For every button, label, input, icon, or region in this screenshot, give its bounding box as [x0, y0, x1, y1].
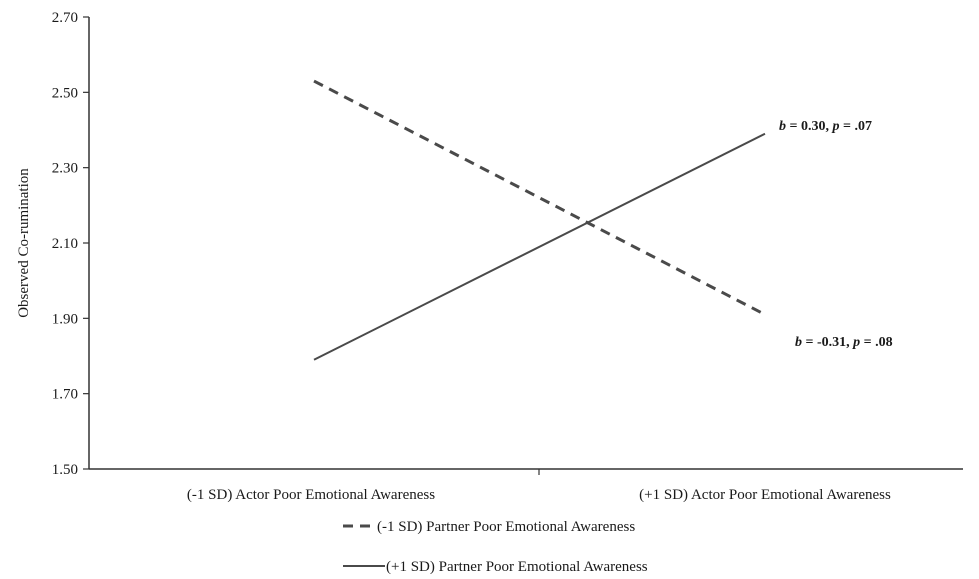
y-ticks: 1.50 1.70 1.90 2.10 2.30 2.50 2.70 [52, 10, 89, 478]
series-line-minus-sd-partner [313, 79, 766, 316]
x-category-label: (+1 SD) Actor Poor Emotional Awareness [639, 487, 891, 503]
series-line-plus-sd-partner [313, 132, 766, 361]
y-tick-label: 2.70 [52, 10, 78, 26]
slope-annotation: b = -0.31, p = .08 [795, 335, 893, 350]
legend-label-minus-sd: (-1 SD) Partner Poor Emotional Awareness [377, 519, 635, 535]
y-tick-label: 1.50 [52, 462, 78, 478]
x-category-label: (-1 SD) Actor Poor Emotional Awareness [187, 487, 435, 503]
slope-annotation: b = 0.30, p = .07 [779, 119, 872, 134]
y-tick-label: 2.10 [52, 236, 78, 252]
x-ticks: (-1 SD) Actor Poor Emotional Awareness (+… [187, 469, 891, 503]
legend-label-plus-sd: (+1 SD) Partner Poor Emotional Awareness [386, 559, 648, 575]
y-tick-label: 2.30 [52, 161, 78, 177]
y-tick-label: 2.50 [52, 85, 78, 101]
annotations: b = -0.31, p = .08 b = 0.30, p = .07 [779, 119, 893, 350]
y-tick-label: 1.90 [52, 311, 78, 327]
legend: (-1 SD) Partner Poor Emotional Awareness… [343, 519, 648, 575]
y-tick-label: 1.70 [52, 387, 78, 403]
series-layer [313, 79, 766, 361]
y-axis-title: Observed Co-rumination [16, 168, 32, 318]
